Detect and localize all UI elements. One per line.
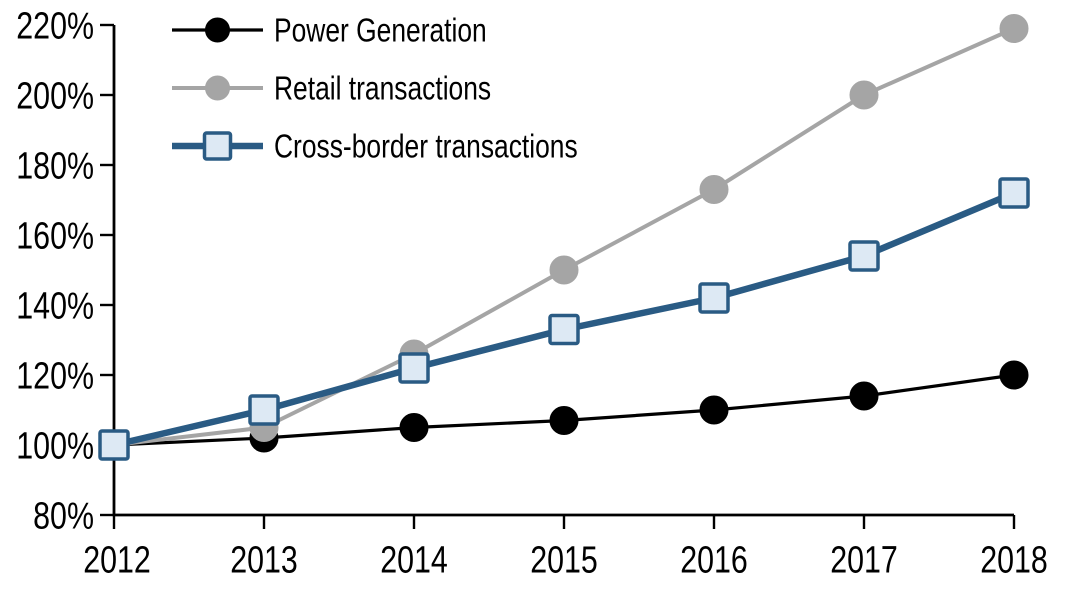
marker-power-generation-2017 xyxy=(849,381,879,411)
legend-marker-retail-transactions xyxy=(205,75,230,101)
x-axis-label-text: 2018 xyxy=(980,539,1048,581)
y-axis-label-text: 80% xyxy=(33,495,94,537)
legend-item-power-generation xyxy=(172,17,263,43)
y-axis-label-text: 100% xyxy=(16,425,94,467)
x-axis-label-text: 2012 xyxy=(83,539,151,581)
marker-power-generation-2014 xyxy=(399,413,429,442)
x-axis-label: 2017 xyxy=(830,539,898,581)
legend-label-power-generation: Power Generation xyxy=(274,13,487,49)
x-axis-label: 2016 xyxy=(680,539,748,581)
x-axis-label: 2013 xyxy=(230,539,298,581)
x-axis-label-text: 2017 xyxy=(830,539,898,581)
x-axis-label: 2012 xyxy=(83,539,151,581)
marker-retail-transactions-2015 xyxy=(549,255,579,285)
marker-cross-border-transactions-2012 xyxy=(98,429,130,461)
y-axis-label-text: 220% xyxy=(16,5,94,47)
marker-retail-transactions-2016 xyxy=(699,175,729,204)
x-axis-label-text: 2014 xyxy=(380,539,448,581)
y-axis-label-text: 160% xyxy=(16,215,94,257)
y-axis-label-text: 140% xyxy=(16,285,94,327)
legend-label-retail-transactions: Retail transactions xyxy=(274,71,491,107)
marker-power-generation-2018 xyxy=(999,360,1029,390)
y-axis-label: 160% xyxy=(16,215,94,257)
y-axis-label: 180% xyxy=(16,145,94,187)
y-axis-label: 80% xyxy=(33,495,94,537)
marker-cross-border-transactions-2014 xyxy=(398,352,430,384)
x-axis-label: 2014 xyxy=(380,539,448,581)
marker-cross-border-transactions-2013 xyxy=(248,394,280,426)
y-axis-label: 200% xyxy=(16,75,94,117)
marker-cross-border-transactions-2018 xyxy=(998,177,1030,209)
y-axis-label-text: 180% xyxy=(16,145,94,187)
y-axis-label: 140% xyxy=(16,285,94,327)
marker-cross-border-transactions-2017 xyxy=(848,240,880,272)
y-axis-label: 100% xyxy=(16,425,94,467)
y-axis-label-text: 200% xyxy=(16,75,94,117)
legend-item-retail-transactions xyxy=(172,75,263,101)
marker-cross-border-transactions-2015 xyxy=(548,313,580,346)
x-axis-label: 2015 xyxy=(530,539,598,581)
legend-marker-cross-border-transactions xyxy=(202,131,233,161)
marker-power-generation-2015 xyxy=(549,406,579,435)
y-axis-label: 120% xyxy=(16,355,94,397)
legend-marker-power-generation xyxy=(205,17,230,43)
legend-label-cross-border-transactions: Cross-border transactions xyxy=(274,129,578,165)
legend-label-cross-border-transactions-text: Cross-border transactions xyxy=(274,129,578,165)
legend-item-cross-border-transactions xyxy=(172,131,263,161)
x-axis-label-text: 2015 xyxy=(530,539,598,581)
legend-label-power-generation-text: Power Generation xyxy=(274,13,487,49)
x-axis-label: 2018 xyxy=(980,539,1048,581)
x-axis-label-text: 2013 xyxy=(230,539,298,581)
marker-cross-border-transactions-2016 xyxy=(698,282,730,314)
marker-retail-transactions-2017 xyxy=(849,80,879,110)
y-axis-label-text: 120% xyxy=(16,355,94,397)
marker-power-generation-2016 xyxy=(699,395,729,425)
legend-label-retail-transactions-text: Retail transactions xyxy=(274,71,491,107)
marker-retail-transactions-2018 xyxy=(999,14,1029,43)
y-axis-label: 220% xyxy=(16,5,94,47)
x-axis-label-text: 2016 xyxy=(680,539,748,581)
